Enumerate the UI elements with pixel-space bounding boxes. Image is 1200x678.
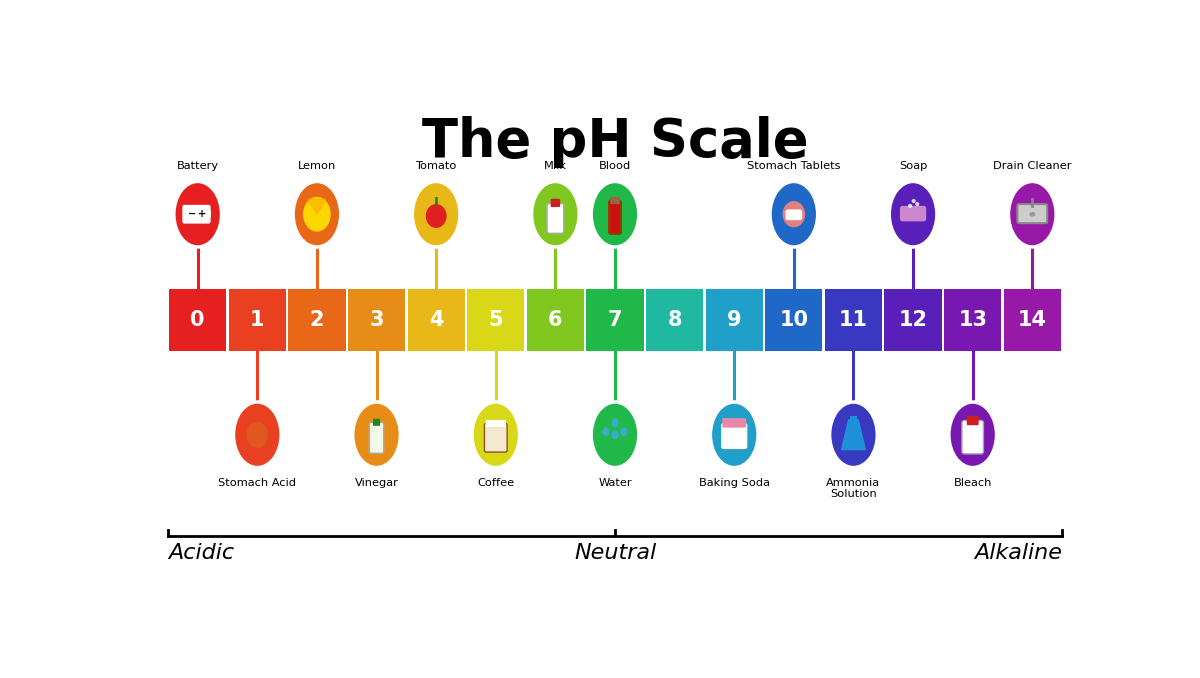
Text: Milk: Milk bbox=[544, 161, 566, 172]
Text: 9: 9 bbox=[727, 310, 742, 330]
Text: Stomach Tablets: Stomach Tablets bbox=[748, 161, 840, 172]
Polygon shape bbox=[307, 199, 326, 214]
FancyBboxPatch shape bbox=[485, 424, 508, 452]
FancyBboxPatch shape bbox=[209, 212, 211, 217]
Text: −: − bbox=[187, 210, 196, 219]
FancyBboxPatch shape bbox=[527, 289, 584, 351]
FancyBboxPatch shape bbox=[467, 289, 524, 351]
Text: 5: 5 bbox=[488, 310, 503, 330]
Ellipse shape bbox=[592, 402, 638, 468]
Ellipse shape bbox=[710, 402, 758, 468]
Text: Neutral: Neutral bbox=[574, 543, 656, 563]
FancyBboxPatch shape bbox=[610, 201, 620, 234]
FancyBboxPatch shape bbox=[646, 289, 703, 351]
FancyBboxPatch shape bbox=[967, 416, 979, 425]
FancyBboxPatch shape bbox=[706, 289, 763, 351]
Ellipse shape bbox=[782, 201, 805, 227]
FancyBboxPatch shape bbox=[900, 206, 926, 222]
Ellipse shape bbox=[592, 182, 638, 247]
Text: Soap: Soap bbox=[899, 161, 928, 172]
Ellipse shape bbox=[472, 402, 520, 468]
FancyBboxPatch shape bbox=[587, 289, 643, 351]
FancyBboxPatch shape bbox=[786, 210, 802, 220]
FancyBboxPatch shape bbox=[486, 420, 506, 427]
Text: Coffee: Coffee bbox=[478, 478, 515, 487]
Ellipse shape bbox=[916, 202, 919, 206]
Text: 2: 2 bbox=[310, 310, 324, 330]
Text: 12: 12 bbox=[899, 310, 928, 330]
Ellipse shape bbox=[293, 182, 341, 247]
Ellipse shape bbox=[174, 182, 222, 247]
Ellipse shape bbox=[912, 199, 916, 203]
Text: Water: Water bbox=[598, 478, 632, 487]
Text: 7: 7 bbox=[607, 310, 623, 330]
FancyBboxPatch shape bbox=[962, 420, 984, 454]
FancyBboxPatch shape bbox=[288, 289, 346, 351]
FancyBboxPatch shape bbox=[850, 416, 857, 423]
Ellipse shape bbox=[1008, 182, 1056, 247]
Polygon shape bbox=[841, 420, 865, 450]
FancyBboxPatch shape bbox=[408, 289, 464, 351]
FancyBboxPatch shape bbox=[766, 289, 822, 351]
Ellipse shape bbox=[426, 204, 446, 228]
FancyBboxPatch shape bbox=[370, 422, 384, 454]
FancyBboxPatch shape bbox=[884, 289, 942, 351]
Ellipse shape bbox=[908, 204, 912, 208]
Text: 0: 0 bbox=[191, 310, 205, 330]
Ellipse shape bbox=[889, 182, 937, 247]
Text: Ammonia
Solution: Ammonia Solution bbox=[827, 478, 881, 499]
Ellipse shape bbox=[612, 418, 618, 427]
Text: 6: 6 bbox=[548, 310, 563, 330]
FancyBboxPatch shape bbox=[944, 289, 1001, 351]
FancyBboxPatch shape bbox=[184, 206, 210, 222]
Ellipse shape bbox=[829, 402, 877, 468]
Text: 13: 13 bbox=[958, 310, 988, 330]
Ellipse shape bbox=[602, 427, 610, 436]
Text: 10: 10 bbox=[779, 310, 809, 330]
Text: Lemon: Lemon bbox=[298, 161, 336, 172]
Text: 11: 11 bbox=[839, 310, 868, 330]
FancyBboxPatch shape bbox=[1018, 204, 1048, 223]
Ellipse shape bbox=[1030, 212, 1036, 216]
Text: Alkaline: Alkaline bbox=[974, 543, 1062, 563]
Text: +: + bbox=[198, 210, 206, 219]
Ellipse shape bbox=[620, 427, 628, 436]
FancyBboxPatch shape bbox=[722, 418, 746, 428]
Text: 3: 3 bbox=[370, 310, 384, 330]
FancyBboxPatch shape bbox=[824, 289, 882, 351]
FancyBboxPatch shape bbox=[348, 289, 406, 351]
Ellipse shape bbox=[353, 402, 401, 468]
Text: Drain Cleaner: Drain Cleaner bbox=[994, 161, 1072, 172]
Text: Acidic: Acidic bbox=[168, 543, 234, 563]
Text: Bleach: Bleach bbox=[954, 478, 992, 487]
Text: Tomato: Tomato bbox=[415, 161, 457, 172]
Ellipse shape bbox=[413, 182, 460, 247]
Text: Stomach Acid: Stomach Acid bbox=[218, 478, 296, 487]
Text: Battery: Battery bbox=[176, 161, 218, 172]
Ellipse shape bbox=[246, 422, 268, 448]
FancyBboxPatch shape bbox=[611, 197, 619, 204]
FancyBboxPatch shape bbox=[229, 289, 286, 351]
Text: Baking Soda: Baking Soda bbox=[698, 478, 769, 487]
FancyBboxPatch shape bbox=[547, 203, 564, 233]
Polygon shape bbox=[304, 197, 330, 231]
FancyBboxPatch shape bbox=[1003, 289, 1061, 351]
Text: Blood: Blood bbox=[599, 161, 631, 172]
FancyBboxPatch shape bbox=[721, 423, 748, 449]
FancyBboxPatch shape bbox=[169, 289, 227, 351]
Ellipse shape bbox=[532, 182, 580, 247]
FancyBboxPatch shape bbox=[373, 419, 380, 426]
Ellipse shape bbox=[770, 182, 817, 247]
Text: The pH Scale: The pH Scale bbox=[421, 116, 809, 168]
Text: 8: 8 bbox=[667, 310, 682, 330]
FancyBboxPatch shape bbox=[551, 199, 560, 207]
Text: 1: 1 bbox=[250, 310, 264, 330]
Text: 14: 14 bbox=[1018, 310, 1046, 330]
Text: 4: 4 bbox=[428, 310, 444, 330]
Ellipse shape bbox=[949, 402, 996, 468]
Ellipse shape bbox=[612, 431, 618, 439]
Ellipse shape bbox=[234, 402, 281, 468]
Text: Vinegar: Vinegar bbox=[355, 478, 398, 487]
